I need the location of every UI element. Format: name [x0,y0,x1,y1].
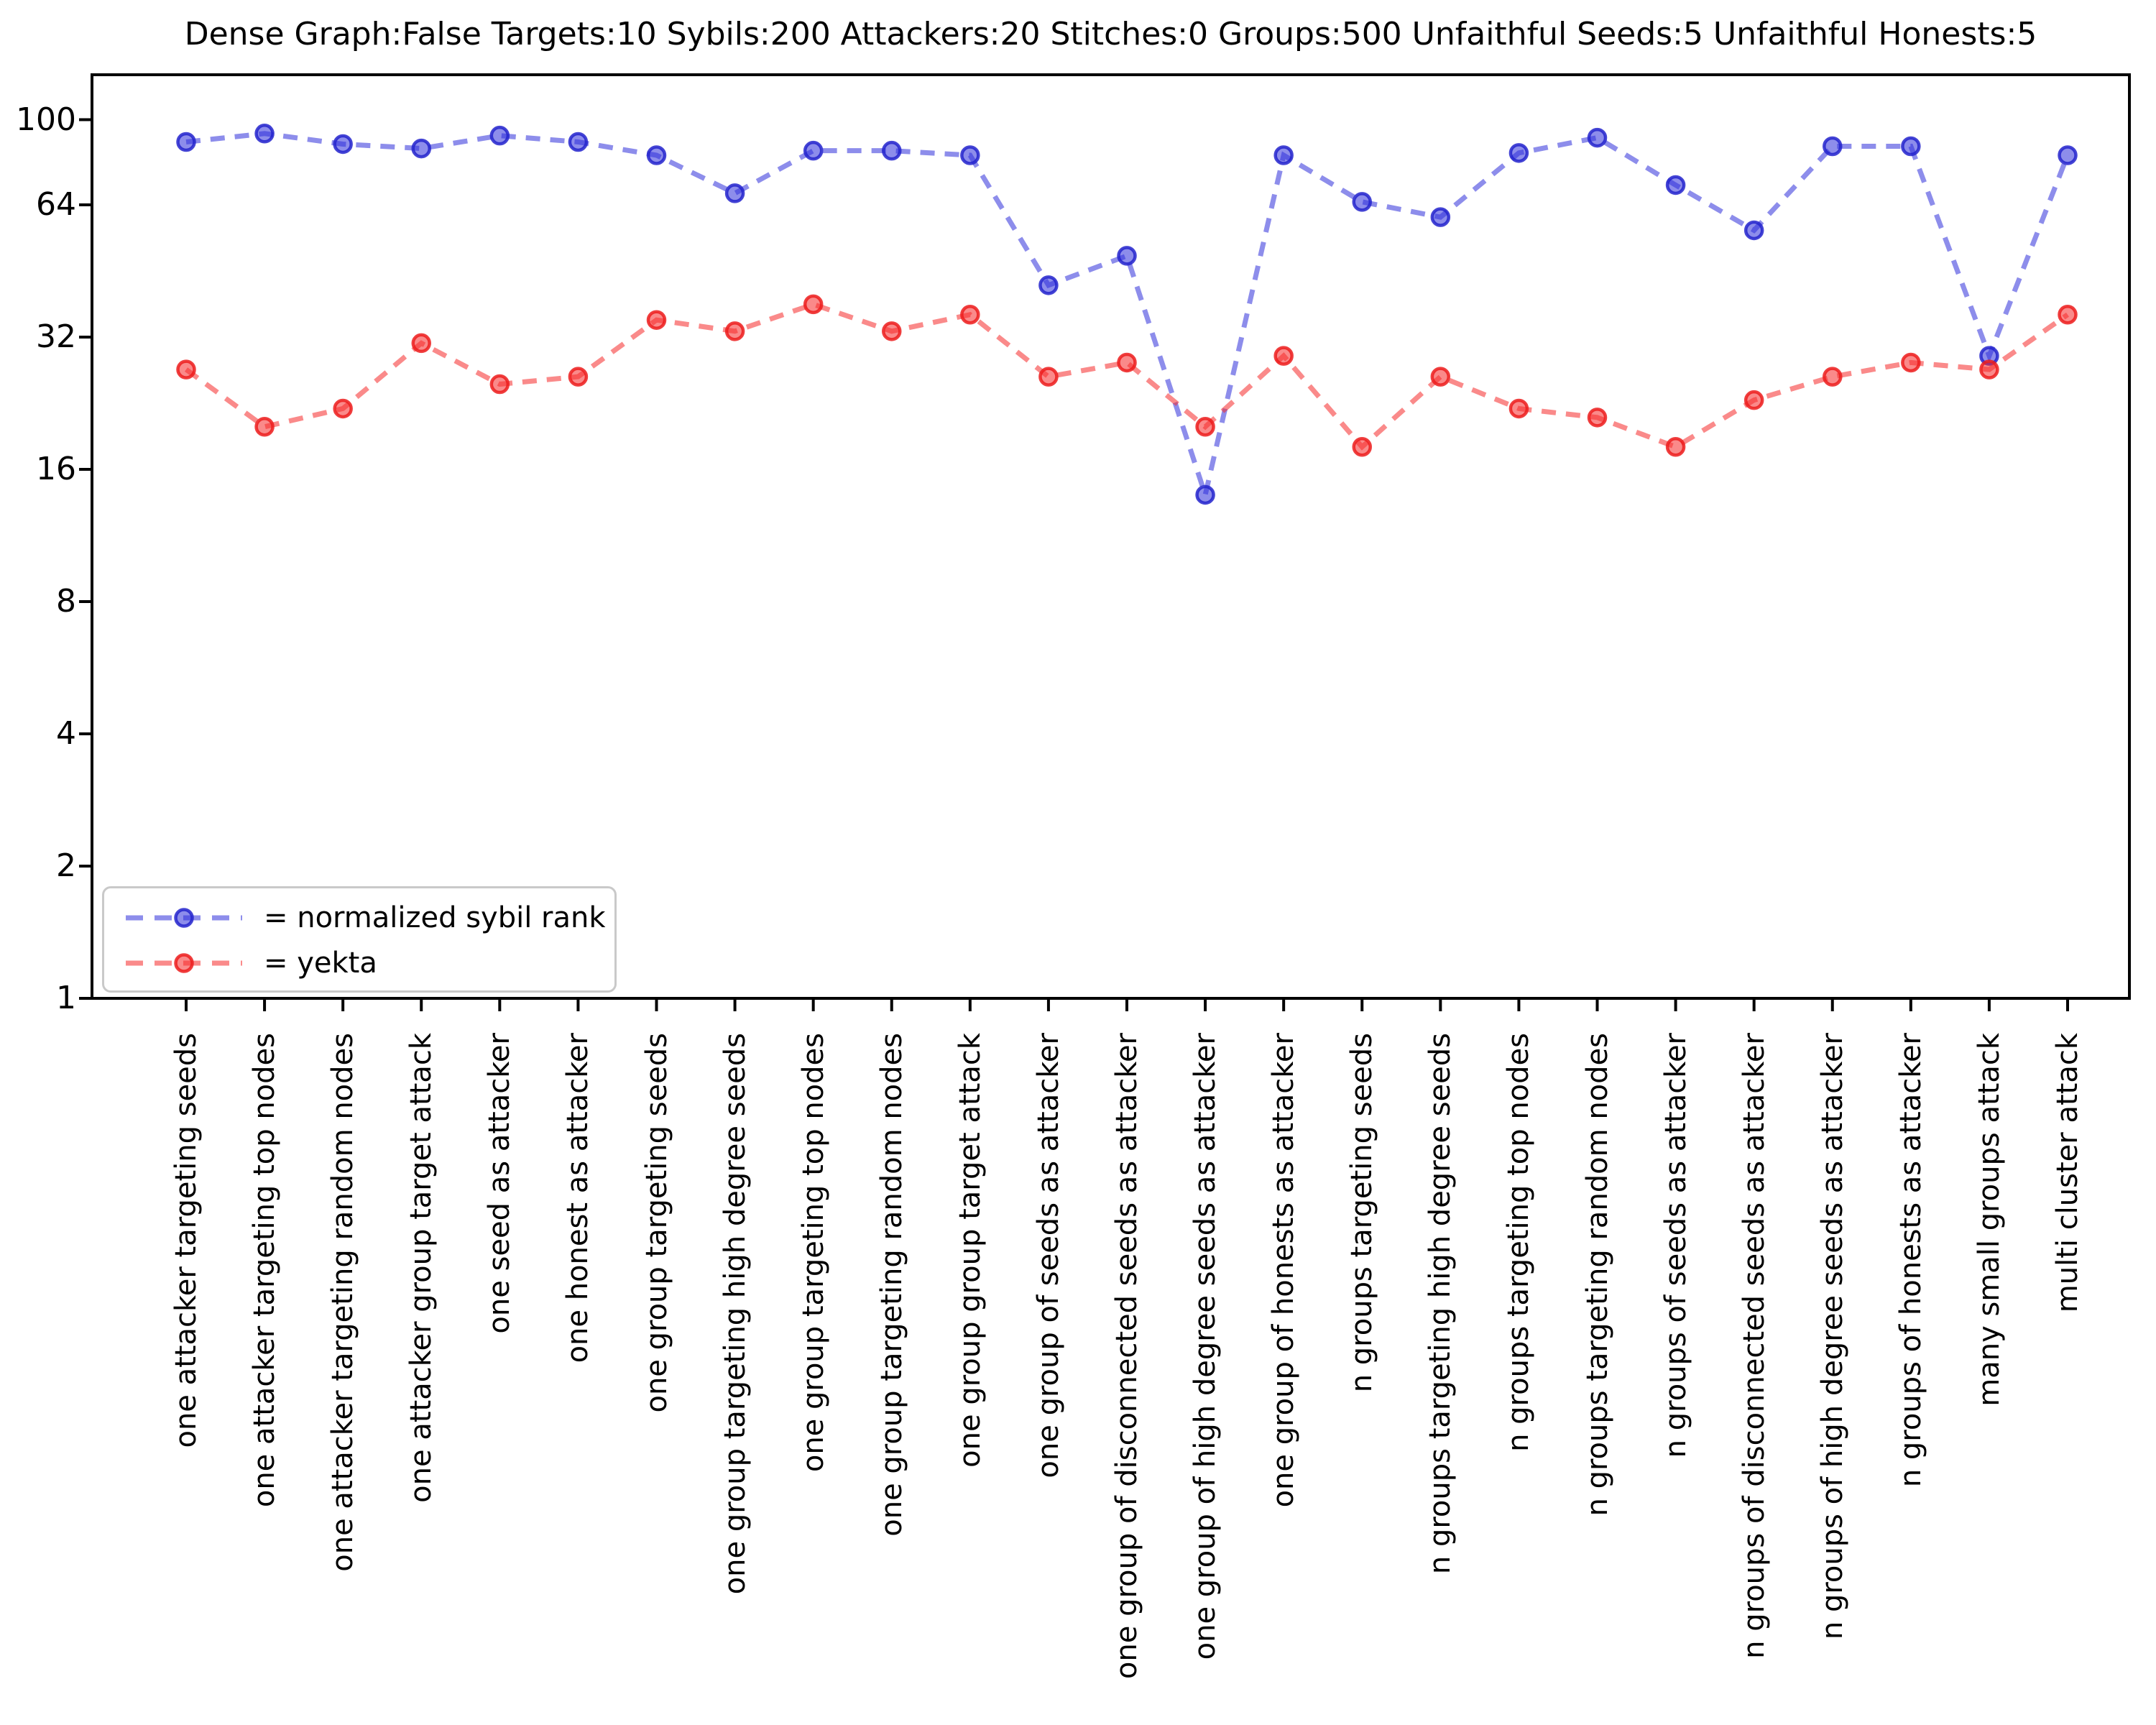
x-tick-label-text: one honest as attacker [561,1033,595,1363]
y-tick-label: 2 [56,847,76,884]
x-tick-label-text: one attacker targeting top nodes [248,1033,282,1508]
legend-label: = yekta [264,946,377,980]
data-point-yekta [176,359,196,380]
data-point-yekta [1352,436,1372,457]
data-point-normalized-sybil-rank [2058,145,2078,165]
legend-item: = normalized sybil rank [123,895,614,940]
x-tick-label-text: n groups of honests as attacker [1894,1033,1927,1488]
y-tick-label: 8 [56,583,76,620]
data-point-yekta [489,374,510,395]
data-point-yekta [1823,367,1843,387]
data-point-yekta [724,321,745,341]
data-point-normalized-sybil-rank [960,145,980,165]
data-point-yekta [1508,398,1529,419]
x-tick-label-text: n groups of disconnected seeds as attack… [1737,1033,1771,1659]
data-point-normalized-sybil-rank [1901,136,1921,157]
x-tick-label-text: n groups targeting high degree seeds [1424,1033,1457,1575]
x-tick-label-text: n groups targeting seeds [1345,1033,1379,1393]
legend-sample-marker [174,952,194,973]
legend-line-sample-red-icon [126,952,242,973]
data-point-yekta [1587,408,1608,428]
data-point-yekta [1430,367,1451,387]
plot-spines [91,73,2131,1000]
data-point-yekta [1117,352,1137,373]
x-tick-label-text: n groups targeting top nodes [1502,1033,1536,1452]
legend: = normalized sybil rank = yekta [102,886,617,993]
x-tick-label-text: one group of seeds as attacker [1031,1033,1065,1478]
data-point-normalized-sybil-rank [1823,136,1843,157]
data-point-yekta [1901,352,1921,373]
data-point-yekta [882,321,902,341]
x-tick-label-text: one attacker targeting random nodes [326,1033,360,1572]
data-point-normalized-sybil-rank [1352,192,1372,212]
data-point-normalized-sybil-rank [411,138,431,159]
x-tick-label-text: n groups of seeds as attacker [1659,1033,1692,1458]
x-tick-label-text: one group targeting high degree seeds [718,1033,752,1595]
x-tick-label-text: one seed as attacker [483,1033,517,1334]
data-point-yekta [1273,346,1294,366]
data-point-normalized-sybil-rank [568,132,589,152]
data-point-normalized-sybil-rank [333,134,353,155]
data-point-normalized-sybil-rank [646,145,667,165]
chart-title: Dense Graph:False Targets:10 Sybils:200 … [184,16,2037,52]
data-point-normalized-sybil-rank [1195,484,1215,505]
y-tick-label: 100 [16,101,76,138]
x-tick-label-text: one attacker targeting seeds [170,1033,203,1448]
legend-line-sample-blue-icon [126,907,242,928]
data-point-normalized-sybil-rank [1430,207,1451,227]
x-tick-label-text: one group of disconnected seeds as attac… [1110,1033,1143,1680]
y-tick-label: 32 [36,318,76,355]
x-tick-label-text: one group of honests as attacker [1267,1033,1301,1508]
data-point-normalized-sybil-rank [882,140,902,161]
x-tick-label-text: one group of high degree seeds as attack… [1189,1033,1222,1660]
y-tick-label: 16 [36,451,76,487]
y-tick-label: 4 [56,715,76,752]
legend-sample-marker [174,907,194,928]
data-point-normalized-sybil-rank [1508,143,1529,163]
data-point-normalized-sybil-rank [489,125,510,146]
data-point-yekta [1743,390,1764,410]
data-point-yekta [1195,417,1215,437]
data-point-yekta [1979,359,1999,380]
series-line-yekta [184,301,2070,451]
data-point-normalized-sybil-rank [1587,127,1608,148]
data-point-normalized-sybil-rank [1038,275,1059,295]
data-point-normalized-sybil-rank [254,124,275,144]
y-tick-label: 64 [36,186,76,223]
legend-label: = normalized sybil rank [264,901,606,934]
x-tick-label-text: many small groups attack [1972,1033,2006,1407]
data-point-normalized-sybil-rank [1273,145,1294,165]
data-point-yekta [646,310,667,330]
data-point-normalized-sybil-rank [724,183,745,203]
y-tick-label: 1 [56,980,76,1016]
data-point-yekta [254,417,275,437]
x-tick-label-text: one attacker group target attack [405,1033,438,1503]
legend-item: = yekta [123,940,614,985]
data-point-yekta [2058,304,2078,325]
x-tick-label-text: one group targeting top nodes [796,1033,830,1473]
x-tick-label-text: one group targeting random nodes [875,1033,908,1537]
x-tick-label-text: n groups targeting random nodes [1580,1033,1614,1517]
data-point-yekta [568,367,589,387]
data-point-yekta [333,398,353,419]
x-tick-label-text: multi cluster attack [2051,1033,2084,1313]
data-point-yekta [1665,436,1686,457]
series-line-normalized-sybil-rank [185,131,2070,505]
x-tick-label-text: one group group target attack [953,1033,987,1468]
x-tick-label-text: n groups of high degree seeds as attacke… [1815,1033,1849,1640]
data-point-normalized-sybil-rank [803,140,824,161]
x-tick-label-text: one group targeting seeds [640,1033,673,1413]
data-point-normalized-sybil-rank [1665,175,1686,196]
data-point-yekta [1038,367,1059,387]
data-point-yekta [803,294,824,315]
data-point-normalized-sybil-rank [1743,220,1764,241]
data-point-yekta [411,333,431,354]
data-point-normalized-sybil-rank [176,132,196,152]
data-point-yekta [960,304,980,325]
data-point-normalized-sybil-rank [1117,246,1137,266]
